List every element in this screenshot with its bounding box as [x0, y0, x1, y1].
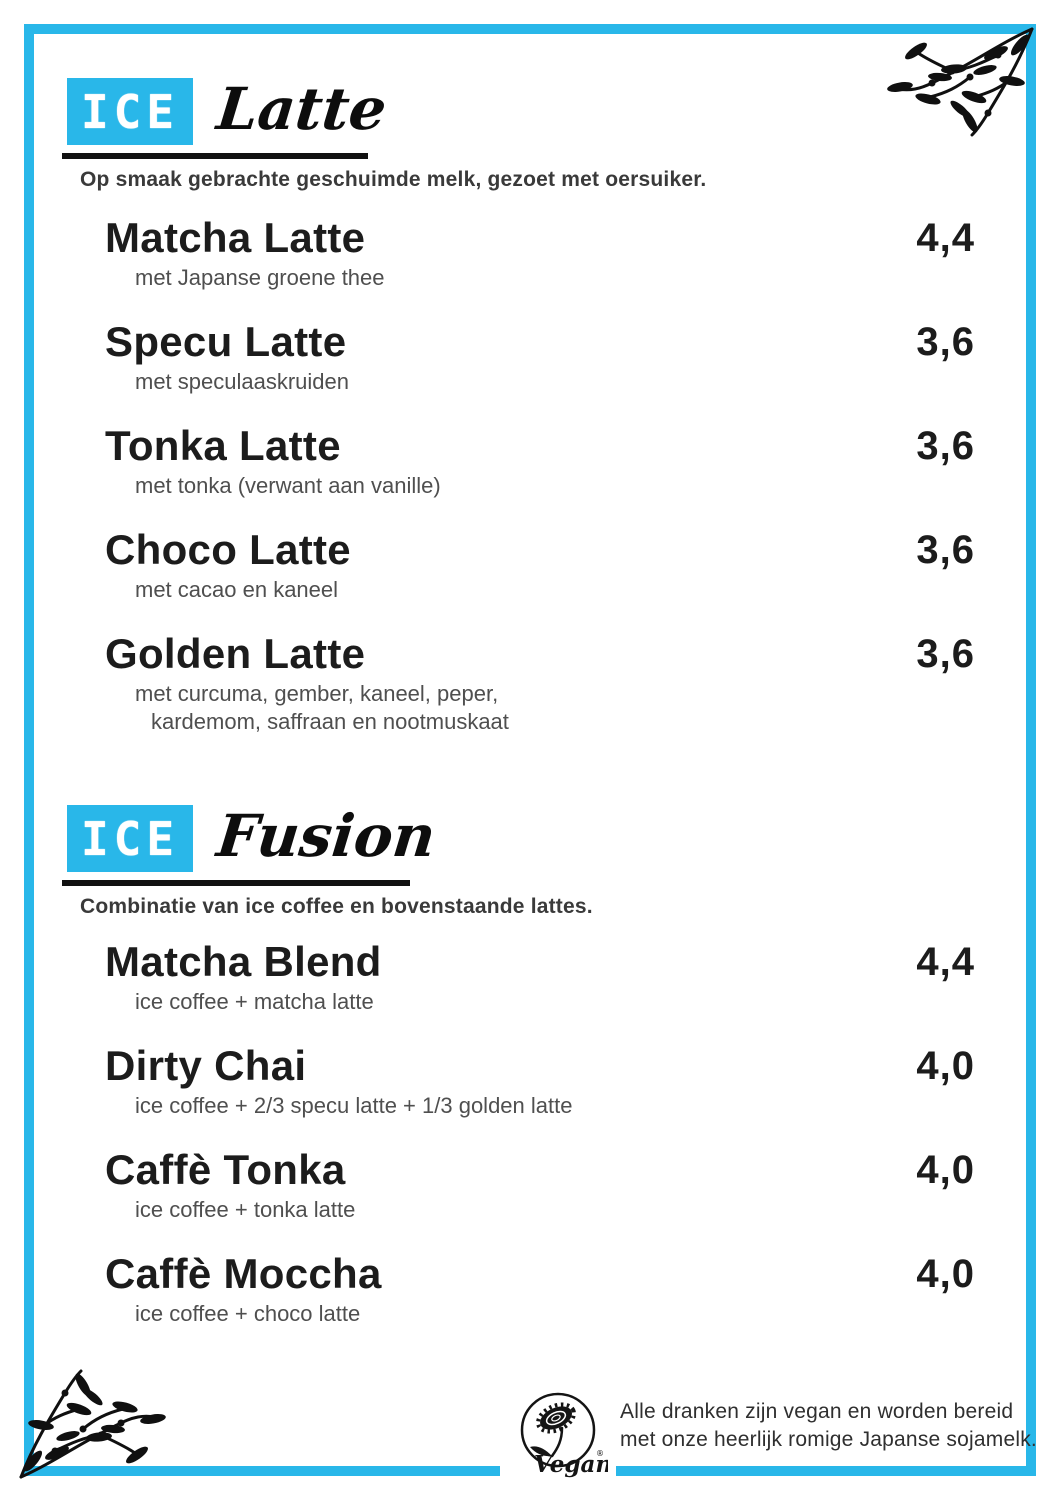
menu-items-latte: Matcha Latte 4,4 met Japanse groene thee… [105, 212, 975, 760]
section-tagline-fusion: Combinatie van ice coffee en bovenstaand… [80, 895, 593, 918]
section-title-latte: Latte [213, 74, 390, 143]
menu-item: Matcha Blend 4,4 ice coffee + matcha lat… [105, 936, 975, 1016]
svg-text:®: ® [596, 1449, 604, 1458]
item-name: Choco Latte [105, 526, 351, 573]
item-price: 3,6 [916, 632, 975, 676]
ice-logo-text: ICE [80, 84, 180, 139]
ice-logo: ICE [67, 78, 193, 145]
footer-note: Alle dranken zijn vegan en worden bereid… [620, 1398, 1037, 1454]
menu-item: Tonka Latte 3,6 met tonka (verwant aan v… [105, 420, 975, 500]
item-name: Caffè Tonka [105, 1146, 346, 1193]
menu-item: Dirty Chai 4,0 ice coffee + 2/3 specu la… [105, 1040, 975, 1120]
item-description-line1: met curcuma, gember, kaneel, peper, [135, 681, 499, 706]
section-title-fusion: Fusion [213, 801, 439, 870]
item-price: 4,0 [916, 1148, 975, 1192]
item-description-line2: kardemom, saffraan en nootmuskaat [151, 709, 509, 734]
vegan-logo: Vegan ® [500, 1384, 616, 1484]
item-price: 4,0 [916, 1252, 975, 1296]
item-description: met cacao en kaneel [135, 577, 339, 602]
branch-bottom-left-icon [19, 1369, 166, 1479]
menu-items-fusion: Matcha Blend 4,4 ice coffee + matcha lat… [105, 936, 975, 1352]
section-header-fusion: ICE Fusion Combinatie van ice coffee en … [62, 801, 593, 919]
menu-item: Choco Latte 3,6 met cacao en kaneel [105, 524, 975, 604]
menu-item: Specu Latte 3,6 met speculaaskruiden [105, 316, 975, 396]
footer-note-line2: met onze heerlijk romige Japanse sojamel… [620, 1428, 1037, 1451]
menu-item: Caffè Tonka 4,0 ice coffee + tonka latte [105, 1144, 975, 1224]
item-description: met Japanse groene thee [135, 265, 385, 290]
item-price: 4,4 [916, 940, 975, 984]
item-name: Tonka Latte [105, 422, 341, 469]
item-price: 4,4 [916, 216, 975, 260]
item-name: Caffè Moccha [105, 1250, 382, 1297]
menu-item: Golden Latte 3,6 met curcuma, gember, ka… [105, 628, 975, 736]
item-price: 3,6 [916, 320, 975, 364]
branch-top-right-icon [887, 27, 1034, 137]
section-tagline-latte: Op smaak gebrachte geschuimde melk, gezo… [80, 168, 707, 191]
ice-logo-text: ICE [80, 811, 180, 866]
item-description: met curcuma, gember, kaneel, peper, kard… [105, 680, 975, 736]
section-header-latte: ICE Latte Op smaak gebrachte geschuimde … [62, 74, 707, 192]
item-description: ice coffee + 2/3 specu latte + 1/3 golde… [135, 1093, 573, 1118]
menu-item: Caffè Moccha 4,0 ice coffee + choco latt… [105, 1248, 975, 1328]
item-price: 3,6 [916, 528, 975, 572]
item-name: Golden Latte [105, 630, 366, 677]
section-underline [62, 880, 410, 886]
ice-logo: ICE [67, 805, 193, 872]
item-name: Matcha Blend [105, 938, 382, 985]
item-name: Dirty Chai [105, 1042, 307, 1089]
item-description: met speculaaskruiden [135, 369, 350, 394]
item-price: 4,0 [916, 1044, 975, 1088]
section-underline [62, 153, 368, 159]
vegan-sunflower-icon: Vegan ® [520, 1392, 608, 1478]
menu-item: Matcha Latte 4,4 met Japanse groene thee [105, 212, 975, 292]
item-name: Specu Latte [105, 318, 347, 365]
item-description: met tonka (verwant aan vanille) [135, 473, 441, 498]
item-price: 3,6 [916, 424, 975, 468]
item-name: Matcha Latte [105, 214, 366, 261]
item-description: ice coffee + matcha latte [135, 989, 374, 1014]
footer-note-line1: Alle dranken zijn vegan en worden bereid [620, 1400, 1014, 1423]
item-description: ice coffee + tonka latte [135, 1197, 356, 1222]
item-description: ice coffee + choco latte [135, 1301, 361, 1326]
